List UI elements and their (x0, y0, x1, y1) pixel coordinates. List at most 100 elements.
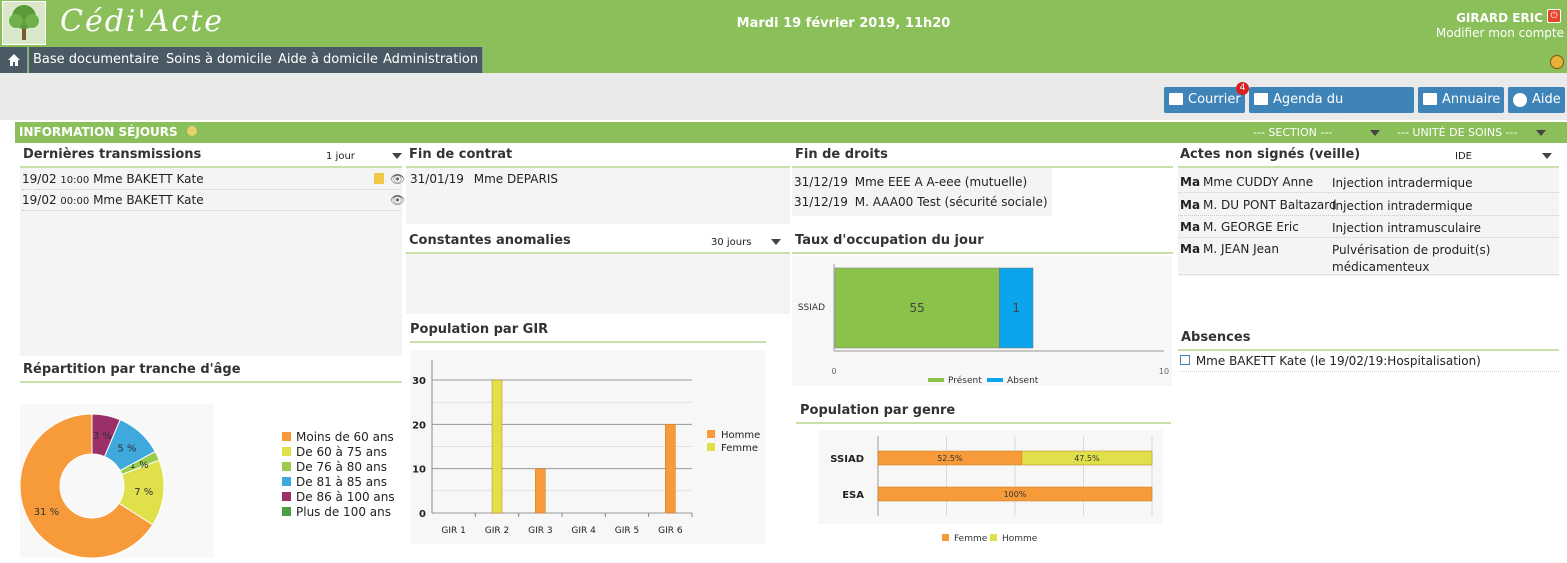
y-tick-label: SSIAD (798, 303, 825, 313)
eye-icon[interactable]: 👁 (390, 172, 406, 186)
rights-title-text: Fin de droits (795, 147, 888, 162)
bar-value-label: 55 (910, 301, 925, 315)
chevron-down-icon (771, 239, 782, 245)
pie-value-label: 1 % (130, 460, 149, 471)
transmission-date: 19/02 (22, 193, 57, 207)
table-row[interactable]: 31/01/19 Mme DEPARIS (410, 172, 558, 186)
unsigned-acts-role-select[interactable]: IDE (1455, 151, 1552, 162)
legend-swatch (942, 534, 949, 541)
y-tick-label: ESA (842, 490, 864, 501)
agenda-button[interactable]: Agenda du personnel (1249, 87, 1414, 133)
anomalies-panel (406, 254, 790, 314)
pie-value-label: 5 % (117, 443, 136, 454)
occupancy-bar (834, 267, 1000, 349)
legend-swatch (282, 492, 291, 501)
chevron-down-icon (1370, 130, 1381, 136)
mail-count-badge: 4 (1236, 82, 1249, 95)
legend-swatch (282, 477, 291, 486)
transmissions-period-select[interactable]: 1 jour (326, 151, 402, 162)
tree-logo-icon (2, 1, 46, 45)
gender-title: Population par genre (796, 403, 1171, 424)
home-icon[interactable] (0, 47, 28, 73)
table-row[interactable]: Ma M. DU PONT Baltazard Injection intrader… (1178, 195, 1559, 216)
gear-icon[interactable] (186, 126, 197, 136)
age-donut-chart: 31 % 7 % 1 % 5 % 3 % (20, 404, 214, 558)
table-row[interactable]: Ma M. JEAN Jean Pulvérisation de produit(s… (1178, 239, 1559, 275)
directory-button-label: Annuaire (1442, 92, 1501, 107)
logout-power-icon[interactable]: ⏻ (1547, 9, 1561, 23)
gir-bar (665, 424, 676, 514)
act-name: Injection intradermique (1332, 199, 1473, 213)
nav-base-documentaire[interactable]: Base documentaire (29, 47, 165, 73)
y-tick-label: 20 (412, 420, 426, 431)
legend-label: Moins de 60 ans (296, 430, 394, 444)
help-button[interactable]: Aide (1508, 87, 1565, 113)
x-tick-label: GIR 2 (485, 526, 509, 536)
bar-value-label: 52.5% (937, 454, 963, 463)
occupancy-title-text: Taux d'occupation du jour (795, 233, 984, 248)
age-legend: Moins de 60 ans De 60 à 75 ans De 76 à 80 … (282, 430, 402, 525)
y-tick-label: 10 (412, 465, 426, 476)
age-title: Répartition par tranche d'âge (20, 362, 402, 383)
directory-button[interactable]: Annuaire (1418, 87, 1504, 113)
contract-title: Fin de contrat (406, 147, 790, 168)
help-bubble-icon[interactable] (1550, 55, 1564, 69)
age-title-text: Répartition par tranche d'âge (23, 362, 241, 377)
transmissions-title: Dernières transmissions (20, 147, 402, 168)
legend-swatch (928, 378, 944, 382)
transmission-time: 00:00 (60, 196, 90, 207)
gir-bar (535, 468, 546, 514)
gir-bar-chart: 0 10 20 30 GIR 1 GIR 2 GIR 3 GIR 4 GIR 5 GIR 6 Hom… (410, 350, 766, 544)
unit-select[interactable]: --- UNITÉ DE SOINS --- (1397, 122, 1546, 143)
legend-swatch (282, 432, 291, 441)
chevron-down-icon (1535, 130, 1546, 136)
x-tick-label: GIR 4 (571, 526, 596, 536)
occupancy-bar-chart: SSIAD 0 10 55 1 Présent Absent (792, 256, 1172, 386)
nav-soins-domicile[interactable]: Soins à domicile (162, 47, 277, 73)
y-tick-label: SSIAD (830, 454, 864, 465)
eye-icon[interactable]: 👁 (390, 193, 406, 207)
app-title: Cédi'Acte (60, 4, 225, 39)
transmissions-panel (20, 168, 402, 356)
act-name: Injection intramusculaire (1332, 221, 1482, 235)
legend-label: Femme (721, 443, 758, 454)
modify-account-link[interactable]: Modifier mon compte (1435, 26, 1564, 40)
rights-name: Mme EEE A A-eee (mutuelle) (854, 175, 1028, 189)
rights-date: 31/12/19 (794, 195, 848, 209)
contract-panel (406, 168, 790, 224)
legend-label: Plus de 100 ans (296, 505, 391, 519)
mail-button[interactable]: Courrier (1164, 87, 1245, 113)
section-title: INFORMATION SÉJOURS (19, 125, 178, 139)
gender-bar-chart: SSIAD 52.5% 47.5% ESA 100% Femme Homme (818, 430, 1163, 544)
note-icon[interactable] (374, 173, 384, 184)
unsigned-acts-panel (1178, 168, 1559, 276)
act-patient: Mme CUDDY Anne (1203, 175, 1314, 189)
table-row[interactable]: 31/12/19 M. AAA00 Test (sécurité sociale… (794, 195, 1048, 209)
table-row[interactable]: 19/02 10:00 Mme BAKETT Kate 👁 (22, 172, 406, 190)
legend-swatch (282, 447, 291, 456)
transmissions-title-text: Dernières transmissions (23, 147, 202, 162)
nav-administration[interactable]: Administration (379, 47, 484, 73)
envelope-icon (1169, 93, 1183, 105)
table-row[interactable]: Ma Mme CUDDY Anne Injection intradermique (1178, 172, 1559, 193)
legend-item: De 76 à 80 ans (282, 460, 387, 474)
act-patient: M. DU PONT Baltazard (1203, 198, 1337, 212)
table-row[interactable]: 31/12/19 Mme EEE A A-eee (mutuelle) (794, 175, 1027, 189)
act-name: Pulvérisation de produit(s) médicamenteu… (1332, 243, 1491, 274)
anomalies-period-select[interactable]: 30 jours (711, 237, 782, 248)
nav-aide-domicile[interactable]: Aide à domicile (274, 47, 383, 73)
legend-swatch (707, 443, 715, 451)
y-tick-label: 0 (419, 509, 426, 520)
section-select[interactable]: --- SECTION --- (1253, 122, 1381, 143)
legend-swatch (987, 378, 1003, 382)
pie-value-label: 31 % (34, 507, 59, 518)
legend-label: Absent (1007, 376, 1039, 386)
table-row[interactable]: 19/02 00:00 Mme BAKETT Kate 👁 (22, 193, 406, 211)
legend-label: Homme (721, 430, 760, 441)
table-row[interactable]: Ma M. GEORGE Eric Injection intramusculair… (1178, 217, 1559, 238)
list-item[interactable]: Mme BAKETT Kate (le 19/02/19:Hospitalisa… (1180, 354, 1559, 372)
pie-value-label: 3 % (93, 431, 112, 442)
y-tick-label: 30 (412, 376, 426, 387)
act-day: Ma (1180, 220, 1201, 234)
act-day: Ma (1180, 175, 1201, 189)
